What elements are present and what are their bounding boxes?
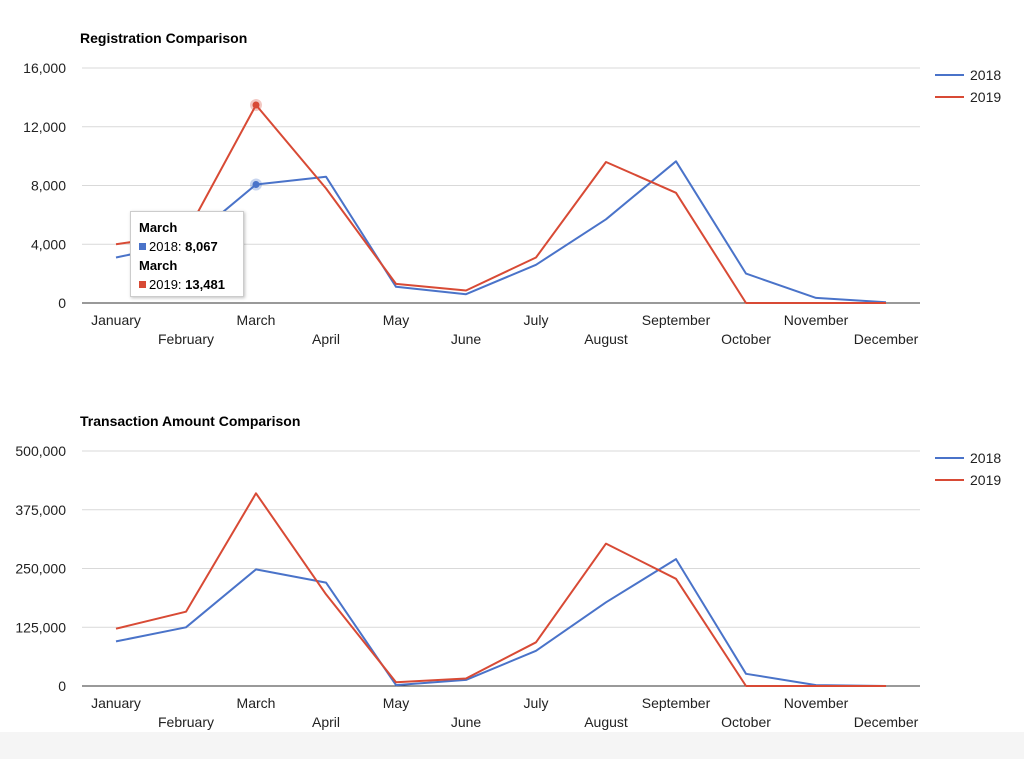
registration-x-tick-label: August (584, 331, 628, 347)
transaction-y-tick-label: 0 (58, 678, 66, 694)
transaction-y-tick-label: 375,000 (15, 502, 66, 518)
transaction-x-tick-label: July (524, 695, 549, 711)
transaction-chart-svg: Transaction Amount Comparison 0 125,000 250… (15, 413, 1001, 730)
registration-x-tick-label: September (642, 312, 711, 328)
transaction-x-tick-label: August (584, 714, 628, 730)
tooltip-swatch-2018 (139, 243, 146, 250)
tooltip-value-2018: 8,067 (185, 239, 218, 254)
transaction-x-tick-label: December (854, 714, 919, 730)
tooltip-row-2018: 2018: 8,067 (139, 237, 235, 256)
transaction-line-2018[interactable] (115, 558, 887, 687)
transaction-y-tick-label: 500,000 (15, 443, 66, 459)
bottom-bar (0, 732, 1024, 759)
transaction-line-2019[interactable] (115, 492, 886, 687)
registration-x-tick-label: January (91, 312, 141, 328)
transaction-x-tick-label: April (312, 714, 340, 730)
transaction-y-tick-label: 125,000 (15, 619, 66, 635)
registration-y-tick-label: 0 (58, 295, 66, 311)
transaction-x-tick-label: February (158, 714, 214, 730)
registration-x-tick-label: June (451, 331, 482, 347)
registration-y-tick-label: 16,000 (23, 60, 66, 76)
tooltip-row-2019: 2019: 13,481 (139, 275, 235, 294)
tooltip-header-2018: March (139, 220, 178, 235)
transaction-y-tick-label: 250,000 (15, 561, 66, 577)
transaction-x-tick-label: September (642, 695, 711, 711)
registration-x-tick-label: November (784, 312, 849, 328)
transaction-x-tick-label: January (91, 695, 141, 711)
registration-x-tick-label: May (383, 312, 409, 328)
transaction-chart: Transaction Amount Comparison 0 125,000 250… (0, 383, 1024, 763)
tooltip-header-2019: March (139, 258, 178, 273)
transaction-x-tick-label: March (237, 695, 276, 711)
registration-x-tick-label: March (237, 312, 276, 328)
transaction-legend-label-2018[interactable]: 2018 (970, 450, 1001, 466)
transaction-x-tick-label: November (784, 695, 849, 711)
registration-legend-label-2018[interactable]: 2018 (970, 67, 1001, 83)
transaction-x-tick-label: October (721, 714, 771, 730)
chart-tooltip: March 2018: 8,067 March 2019: 13,481 (130, 211, 244, 297)
registration-line-2018[interactable] (115, 160, 887, 304)
registration-x-tick-label: July (524, 312, 549, 328)
registration-x-tick-label: October (721, 331, 771, 347)
registration-y-tick-label: 12,000 (23, 119, 66, 135)
registration-y-tick-label: 4,000 (31, 236, 66, 252)
registration-chart: Registration Comparison 0 4,000 8,000 12,000… (0, 0, 1024, 380)
registration-highlight-point-2019[interactable] (252, 101, 260, 109)
registration-title: Registration Comparison (80, 30, 247, 46)
transaction-legend-label-2019[interactable]: 2019 (970, 472, 1001, 488)
registration-x-tick-label: December (854, 331, 919, 347)
transaction-x-tick-label: June (451, 714, 482, 730)
registration-chart-svg: Registration Comparison 0 4,000 8,000 12,000… (23, 30, 1001, 347)
tooltip-value-2019: 13,481 (185, 277, 225, 292)
transaction-x-tick-label: May (383, 695, 409, 711)
transaction-title: Transaction Amount Comparison (80, 413, 300, 429)
registration-x-tick-label: February (158, 331, 214, 347)
tooltip-label-2018: 2018: (149, 239, 186, 254)
registration-line-2019[interactable] (115, 104, 886, 304)
tooltip-label-2019: 2019: (149, 277, 186, 292)
tooltip-swatch-2019 (139, 281, 146, 288)
registration-x-tick-label: April (312, 331, 340, 347)
registration-highlight-point-2018[interactable] (252, 181, 260, 189)
registration-legend-label-2019[interactable]: 2019 (970, 89, 1001, 105)
registration-y-tick-label: 8,000 (31, 178, 66, 194)
